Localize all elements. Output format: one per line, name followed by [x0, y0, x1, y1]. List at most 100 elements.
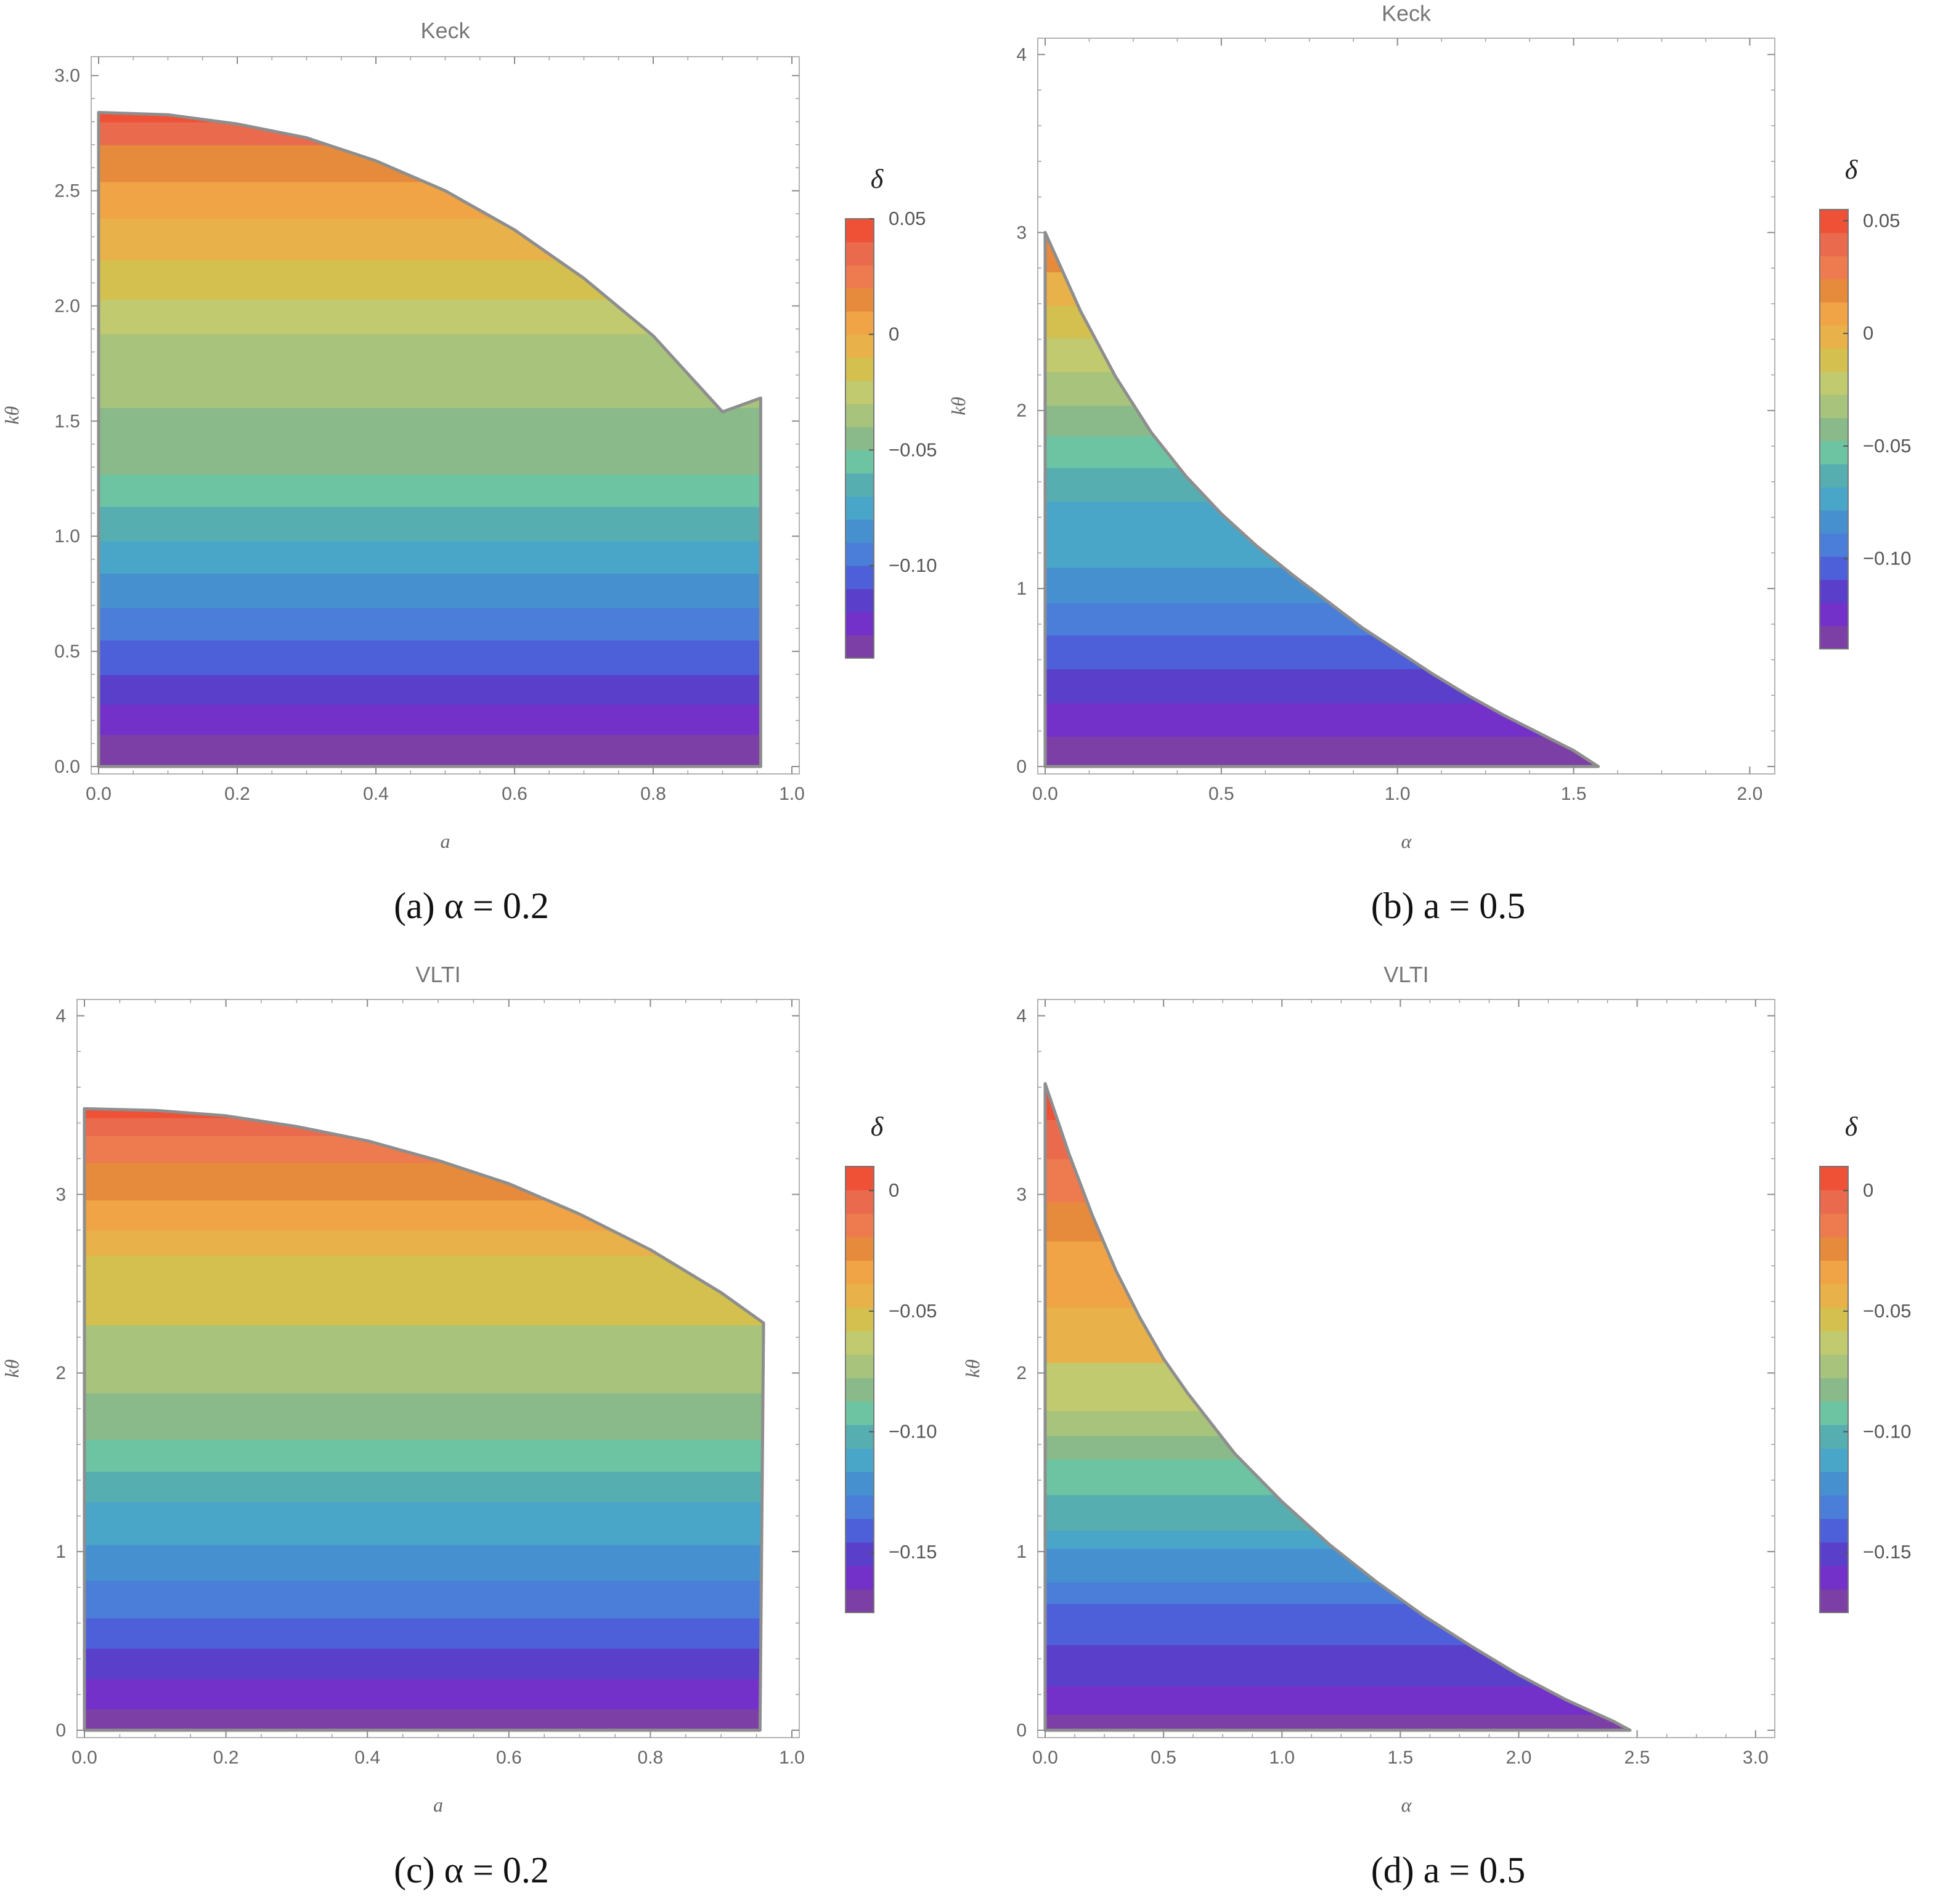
y-tick-label: 2: [55, 1363, 66, 1383]
colorbar-swatch: [1820, 394, 1848, 418]
contour-band: [99, 704, 761, 735]
x-tick-label: 0.4: [363, 784, 389, 804]
y-tick-label: 2.0: [54, 296, 80, 316]
contour-band: [1045, 1714, 1631, 1730]
contour-band: [99, 439, 761, 475]
contour-band: [84, 1544, 764, 1581]
x-tick-label: 0.8: [640, 784, 666, 804]
contour-band: [84, 1678, 764, 1710]
y-tick-label: 4: [55, 1006, 66, 1026]
contour-band: [99, 333, 761, 408]
colorbar-frame: [845, 1166, 874, 1613]
colorbar-swatch: [845, 1330, 874, 1355]
panel-caption: (d) a = 0.5: [1371, 1850, 1525, 1890]
contour-band: [84, 1709, 764, 1730]
y-tick-label: 0: [55, 1720, 66, 1741]
contour-band: [1045, 736, 1599, 767]
colorbar-swatch: [1820, 487, 1848, 511]
x-tick-label: 1.5: [1388, 1747, 1414, 1768]
colorbar-swatch: [845, 1542, 874, 1566]
colorbar-swatch: [1820, 1237, 1848, 1261]
y-tick-label: 4: [1016, 44, 1027, 65]
colorbar-swatch: [845, 1377, 874, 1402]
colorbar-label: δ: [1845, 155, 1859, 185]
colorbar-tick-label: −0.05: [889, 439, 937, 460]
colorbar-swatch: [1820, 1401, 1848, 1425]
colorbar-swatch: [1820, 463, 1848, 487]
x-axis-label: α: [1401, 1794, 1412, 1816]
colorbar-tick-label: −0.10: [1863, 1420, 1911, 1442]
colorbar-swatch: [1820, 510, 1848, 534]
contour-band: [99, 573, 761, 609]
x-tick-label: 1.5: [1561, 784, 1587, 804]
panel-caption: (b) a = 0.5: [1371, 885, 1525, 926]
y-tick-label: 3: [1016, 222, 1027, 243]
colorbar-tick-label: 0: [1863, 322, 1873, 344]
colorbar-swatch: [845, 1166, 874, 1190]
region-boundary: [83, 1107, 765, 1732]
colorbar-swatch: [1820, 1166, 1848, 1190]
contour-band: [84, 1617, 764, 1649]
contour-band: [84, 1501, 764, 1545]
colorbar-swatch: [1820, 1425, 1848, 1449]
contour-band: [84, 1439, 764, 1472]
region-boundary: [1043, 230, 1600, 768]
y-tick-label: 1: [1016, 579, 1027, 599]
colorbar-swatch: [1820, 371, 1848, 395]
contour-band: [84, 1393, 764, 1440]
panel-a: 0.0 0.2 0.4 0.6 0.8 1.0 0.0 0.5 1.0 1.5 2.0 2.5 3.0 K…: [1, 18, 937, 926]
colorbar-swatch: [1820, 441, 1848, 465]
x-axis-label: α: [1401, 830, 1412, 852]
colorbar-swatch: [1820, 1330, 1848, 1355]
contour-band: [99, 506, 761, 542]
colorbar-tick-label: 0: [1863, 1179, 1873, 1201]
contour-band: [99, 474, 761, 507]
y-tick-label: 0: [1016, 757, 1027, 777]
panel-caption: (a) α = 0.2: [394, 885, 549, 926]
y-axis-label: kθ: [1, 1359, 23, 1378]
colorbar-swatch: [845, 542, 874, 566]
x-tick-label: 2.0: [1506, 1747, 1532, 1768]
colorbar-tick-label: −0.05: [1863, 435, 1911, 457]
colorbar-swatch: [845, 1471, 874, 1496]
y-tick-label: 1.0: [54, 526, 80, 547]
colorbar-tick-label: 0: [889, 1179, 899, 1201]
colorbar-swatch: [1820, 1284, 1848, 1308]
colorbar-swatch: [1820, 1589, 1848, 1613]
colorbar-tick-label: −0.05: [1863, 1300, 1911, 1322]
contour-band: [1045, 1685, 1631, 1715]
colorbar-swatch: [845, 265, 874, 289]
contour-band: [99, 540, 761, 574]
y-tick-label: 0.0: [54, 757, 80, 777]
y-tick-label: 4: [1016, 1006, 1027, 1026]
colorbar-swatch: [845, 1354, 874, 1378]
colorbar-swatch: [845, 496, 874, 520]
y-axis-label: kθ: [961, 1359, 984, 1378]
colorbar-swatch: [1820, 232, 1848, 256]
colorbar-swatch: [1820, 417, 1848, 441]
x-tick-label: 0.0: [1032, 784, 1058, 804]
colorbar-label: δ: [1845, 1112, 1859, 1142]
x-tick-label: 0.2: [224, 784, 250, 804]
colorbar-swatch: [1820, 625, 1848, 649]
panel-title: Keck: [420, 18, 470, 43]
x-tick-label: 0.8: [638, 1747, 664, 1768]
colorbar-swatch: [845, 288, 874, 312]
contour-band: [84, 1255, 764, 1325]
y-tick-label: 3: [55, 1184, 66, 1205]
colorbar-frame: [1819, 1166, 1849, 1613]
x-tick-label: 1.0: [1269, 1747, 1295, 1768]
x-tick-label: 0.0: [71, 1747, 97, 1768]
x-tick-label: 2.0: [1737, 784, 1763, 804]
x-tick-label: 1.0: [779, 784, 805, 804]
colorbar-tick-label: −0.15: [1863, 1541, 1911, 1563]
colorbar-swatch: [1820, 302, 1848, 326]
y-tick-label: 1: [55, 1542, 66, 1562]
colorbar-tick-label: −0.10: [889, 1420, 937, 1442]
x-tick-label: 0.5: [1151, 1747, 1176, 1768]
x-axis-label: a: [441, 830, 450, 852]
colorbar-swatch: [845, 1589, 874, 1613]
colorbar-swatch: [1820, 579, 1848, 603]
colorbar-swatch: [1820, 348, 1848, 372]
